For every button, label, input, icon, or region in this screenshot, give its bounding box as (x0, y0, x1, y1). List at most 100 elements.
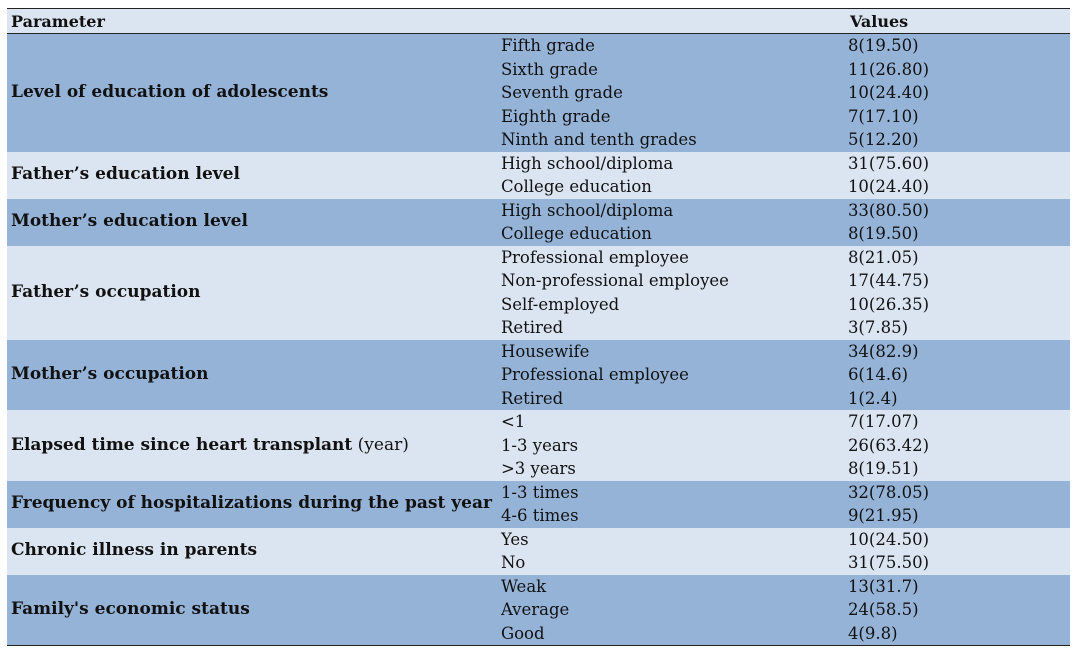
table-row: >3 years 8(19.51) (7, 457, 1070, 481)
category-cell: Weak (491, 574, 846, 598)
parameter-label: Family's economic status (11, 599, 250, 619)
table-row: Professional employee 6(14.6) (7, 363, 1070, 387)
category-cell: Yes (491, 527, 846, 551)
category-cell: Retired (491, 386, 846, 410)
parameter-group: Frequency of hospitalizations during the… (7, 480, 1070, 528)
value-cell: 8(21.05) (845, 245, 1070, 269)
value-cell: 11(26.80) (845, 57, 1070, 81)
category-cell: High school/diploma (491, 151, 846, 175)
value-cell: 24(58.5) (845, 598, 1070, 622)
parameter-cell: Mother’s education level (7, 198, 492, 246)
category-cell: 1-3 times (491, 480, 846, 504)
value-cell: 31(75.50) (845, 551, 1070, 575)
value-cell: 1(2.4) (845, 386, 1070, 410)
value-cell: 8(19.50) (845, 33, 1070, 58)
header-row: Parameter Values (7, 8, 1070, 34)
parameter-cell: Father’s education level (7, 151, 492, 199)
category-cell: 4-6 times (491, 504, 846, 528)
parameter-label: Chronic illness in parents (11, 540, 258, 561)
table-header: Parameter Values (7, 8, 1070, 34)
header-categories (491, 8, 846, 34)
table-row: Father’s education level High school/dipl… (7, 151, 1070, 199)
value-cell: 8(19.51) (845, 457, 1070, 481)
category-cell: Good (491, 621, 846, 646)
table-row: Non-professional employee 17(44.75) (7, 269, 1070, 293)
category-cell: Average (491, 598, 846, 622)
parameter-group: Father’s education level High school/dipl… (7, 151, 1070, 199)
parameter-cell: Elapsed time since heart transplant (yea… (7, 410, 492, 481)
category-cell: Sixth grade (491, 57, 846, 81)
value-cell: 10(24.40) (845, 81, 1070, 105)
value-cell: 34(82.9) (845, 339, 1070, 363)
category-cell: Self-employed (491, 292, 846, 316)
value-cell: 9(21.95) (845, 504, 1070, 528)
category-cell: Eighth grade (491, 104, 846, 128)
value-cell: 7(17.07) (845, 410, 1070, 434)
parameter-cell: Family's economic status (7, 574, 492, 646)
category-cell: Professional employee (491, 363, 846, 387)
category-cell: 1-3 years (491, 433, 846, 457)
category-cell: Retired (491, 316, 846, 340)
table-row: Ninth and tenth grades 5(12.20) (7, 128, 1070, 152)
parameter-group: Level of education of adolescents Fifth g… (7, 33, 1070, 152)
table-row: Mother’s education level High school/dipl… (7, 198, 1070, 246)
value-cell: 10(24.40) (845, 175, 1070, 199)
parameter-group: Family's economic status Weak 13(31.7) Aver… (7, 574, 1070, 646)
value-cell: 13(31.7) (845, 574, 1070, 598)
category-cell: College education (491, 175, 846, 199)
category-cell: Professional employee (491, 245, 846, 269)
table-row: Retired 3(7.85) (7, 316, 1070, 340)
table-row: Self-employed 10(26.35) (7, 292, 1070, 316)
table-row: Good 4(9.8) (7, 621, 1070, 646)
parameter-label: Father’s education level (11, 164, 240, 185)
parameter-cell: Frequency of hospitalizations during the… (7, 480, 492, 528)
table-row: Family's economic status Weak 13(31.7) (7, 574, 1070, 646)
value-cell: 32(78.05) (845, 480, 1070, 504)
parameter-group: Father’s occupation Professional employee… (7, 245, 1070, 340)
table-row: Eighth grade 7(17.10) (7, 104, 1070, 128)
table-row: No 31(75.50) (7, 551, 1070, 575)
table-row: College education 8(19.50) (7, 222, 1070, 246)
value-cell: 5(12.20) (845, 128, 1070, 152)
table-row: Average 24(58.5) (7, 598, 1070, 622)
parameter-cell: Father’s occupation (7, 245, 492, 340)
category-cell: >3 years (491, 457, 846, 481)
parameter-label: Father’s occupation (11, 281, 201, 302)
category-cell: College education (491, 222, 846, 246)
parameter-group: Chronic illness in parents Yes 10(24.50) No… (7, 527, 1070, 575)
parameter-group: Elapsed time since heart transplant (yea… (7, 410, 1070, 481)
value-cell: 3(7.85) (845, 316, 1070, 340)
parameter-cell: Chronic illness in parents (7, 527, 492, 575)
value-cell: 17(44.75) (845, 269, 1070, 293)
table-row: Level of education of adolescents Fifth g… (7, 33, 1070, 152)
value-cell: 26(63.42) (845, 433, 1070, 457)
parameter-cell: Level of education of adolescents (7, 33, 492, 152)
parameter-group: Mother’s education level High school/dipl… (7, 198, 1070, 246)
category-cell: Seventh grade (491, 81, 846, 105)
category-cell: <1 (491, 410, 846, 434)
header-parameter: Parameter (7, 8, 492, 34)
table-row: Retired 1(2.4) (7, 386, 1070, 410)
category-cell: Fifth grade (491, 33, 846, 58)
value-cell: 10(26.35) (845, 292, 1070, 316)
value-cell: 4(9.8) (845, 621, 1070, 646)
value-cell: 10(24.50) (845, 527, 1070, 551)
value-cell: 33(80.50) (845, 198, 1070, 222)
parameter-label: Frequency of hospitalizations during the… (11, 493, 492, 514)
table-row: Sixth grade 11(26.80) (7, 57, 1070, 81)
table-row: Father’s occupation Professional employee… (7, 245, 1070, 340)
category-cell: Ninth and tenth grades (491, 128, 846, 152)
category-cell: Non-professional employee (491, 269, 846, 293)
table-row: Mother’s occupation Housewife 34(82.9) (7, 339, 1070, 410)
table-row: 1-3 years 26(63.42) (7, 433, 1070, 457)
table-row: Chronic illness in parents Yes 10(24.50) (7, 527, 1070, 575)
parameter-cell: Mother’s occupation (7, 339, 492, 410)
parameter-label: Mother’s education level (11, 211, 248, 232)
category-cell: No (491, 551, 846, 575)
parameter-label: Elapsed time since heart transplant (11, 434, 353, 455)
value-cell: 6(14.6) (845, 363, 1070, 387)
parameter-group: Mother’s occupation Housewife 34(82.9) Prof… (7, 339, 1070, 410)
table-row: Frequency of hospitalizations during the… (7, 480, 1070, 528)
table-row: College education 10(24.40) (7, 175, 1070, 199)
category-cell: Housewife (491, 339, 846, 363)
